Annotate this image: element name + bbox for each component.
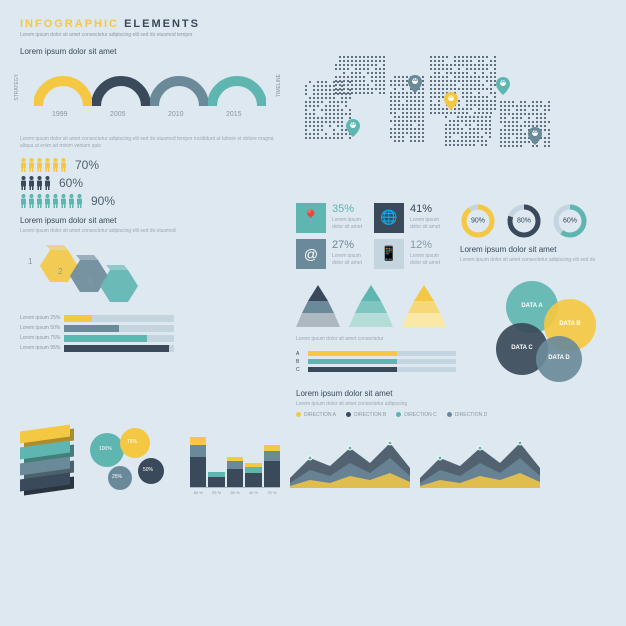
world-map: 0102030405	[296, 47, 586, 197]
people-pictogram: 70%60%90%	[20, 158, 276, 208]
people-title: Lorem ipsum dolor sit amet	[20, 216, 276, 225]
timeline-text: Lorem ipsum dolor sit amet consectetur a…	[20, 136, 276, 150]
pyramids	[296, 283, 456, 328]
donut-text: Lorem ipsum dolor sit amet consectetur a…	[460, 257, 606, 264]
area-chart-2	[420, 428, 540, 488]
stacked-columns	[190, 428, 280, 488]
layer-stack	[20, 428, 80, 498]
area-chart	[290, 428, 410, 488]
page-subtitle: Lorem ipsum dolor sit amet consectetur a…	[20, 32, 606, 39]
people-text: Lorem ipsum dolor sit amet consectetur a…	[20, 228, 276, 235]
timeline-title: Lorem ipsum dolor sit amet	[20, 47, 276, 56]
venn-diagram: DATA ADATA BDATA CDATA D	[466, 281, 606, 381]
timeline-chart: STRATEGY TIMELINE 1999200520102015	[20, 66, 276, 126]
page-title: INFOGRAPHIC ELEMENTS	[20, 18, 606, 30]
directions-title: Lorem ipsum dolor sit amet	[296, 389, 606, 398]
pie-cluster: 100%75%50%25%	[90, 428, 180, 498]
donut-charts: 90%80%60%	[460, 203, 606, 239]
ab-bars: ABC	[296, 351, 456, 373]
icon-stats: 📍35%Lorem ipsum dolor sit amet🌐41%Lorem …	[296, 203, 446, 269]
donut-title: Lorem ipsum dolor sit amet	[460, 245, 606, 254]
horizontal-bars: Lorem ipsum 25%Lorem ipsum 50%Lorem ipsu…	[20, 315, 276, 352]
hex-steps: 123	[40, 245, 276, 307]
directions-legend: DIRECTION ADIRECTION BDIRECTION CDIRECTI…	[296, 412, 606, 418]
